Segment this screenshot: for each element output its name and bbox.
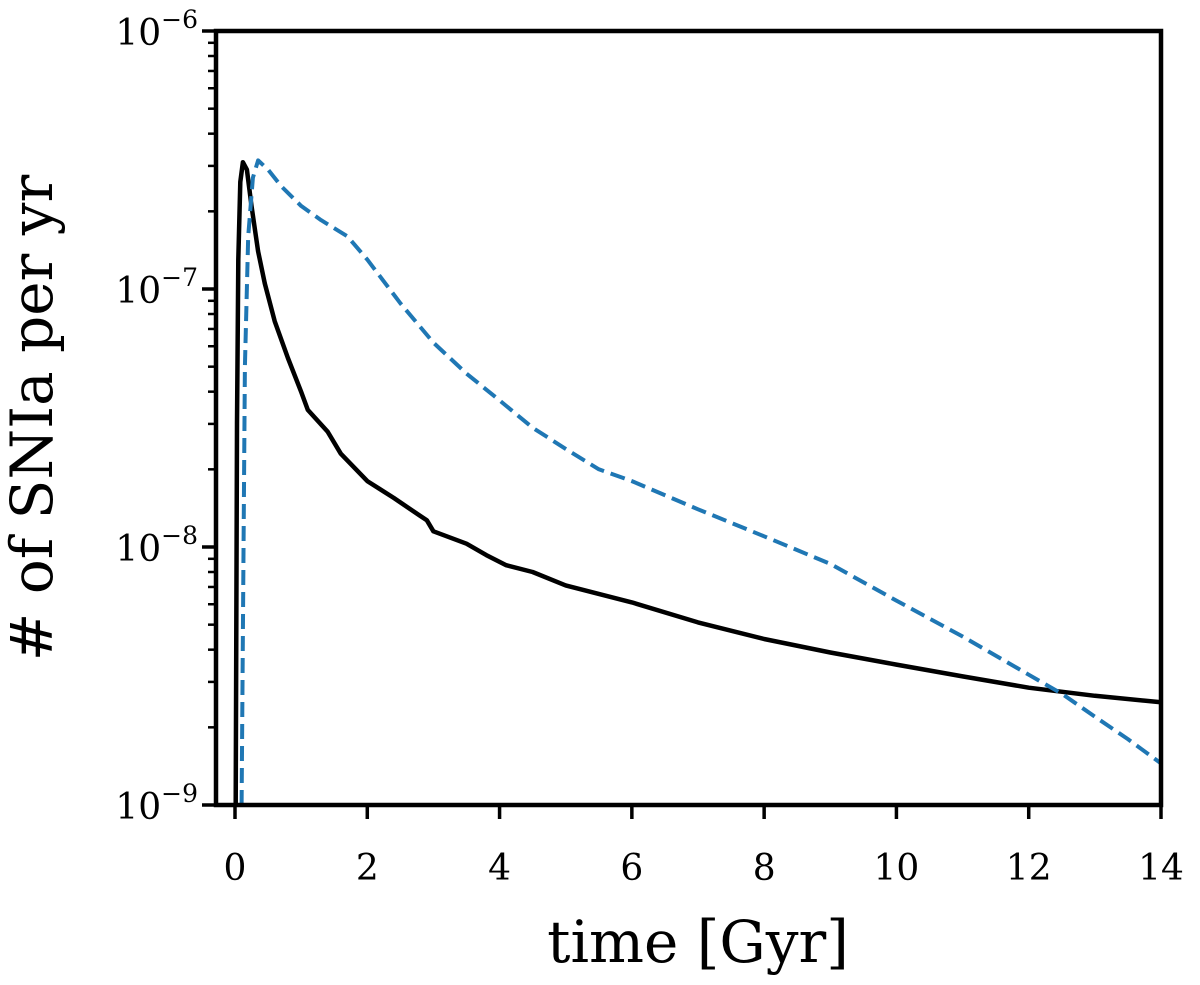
x-tick-label: 12	[1006, 848, 1052, 889]
curves	[233, 158, 1163, 806]
x-tick-label: 8	[753, 848, 776, 889]
series-line-1	[233, 159, 1162, 806]
x-tick-label: 10	[874, 848, 920, 889]
y-tick-label: 10−6	[115, 5, 198, 54]
y-tick-label: 10−7	[115, 263, 198, 312]
y-tick-label: 10−9	[115, 779, 198, 828]
x-axis: 0 2 4 6 8 10 12 14	[224, 805, 1184, 889]
y-axis-label: # of SNIa per yr	[0, 175, 66, 662]
x-tick-label: 4	[488, 848, 511, 889]
y-tick-label: 10−8	[115, 521, 198, 570]
x-tick-label: 14	[1138, 848, 1184, 889]
x-tick-label: 0	[224, 848, 247, 889]
x-tick-label: 6	[620, 848, 643, 889]
y-axis: 10−9 10−8 10−7 10−6	[115, 5, 216, 828]
x-axis-label: time [Gyr]	[547, 908, 849, 976]
x-tick-label: 2	[356, 848, 379, 889]
plot-frame	[213, 28, 1164, 808]
series-line-2	[239, 158, 1163, 806]
